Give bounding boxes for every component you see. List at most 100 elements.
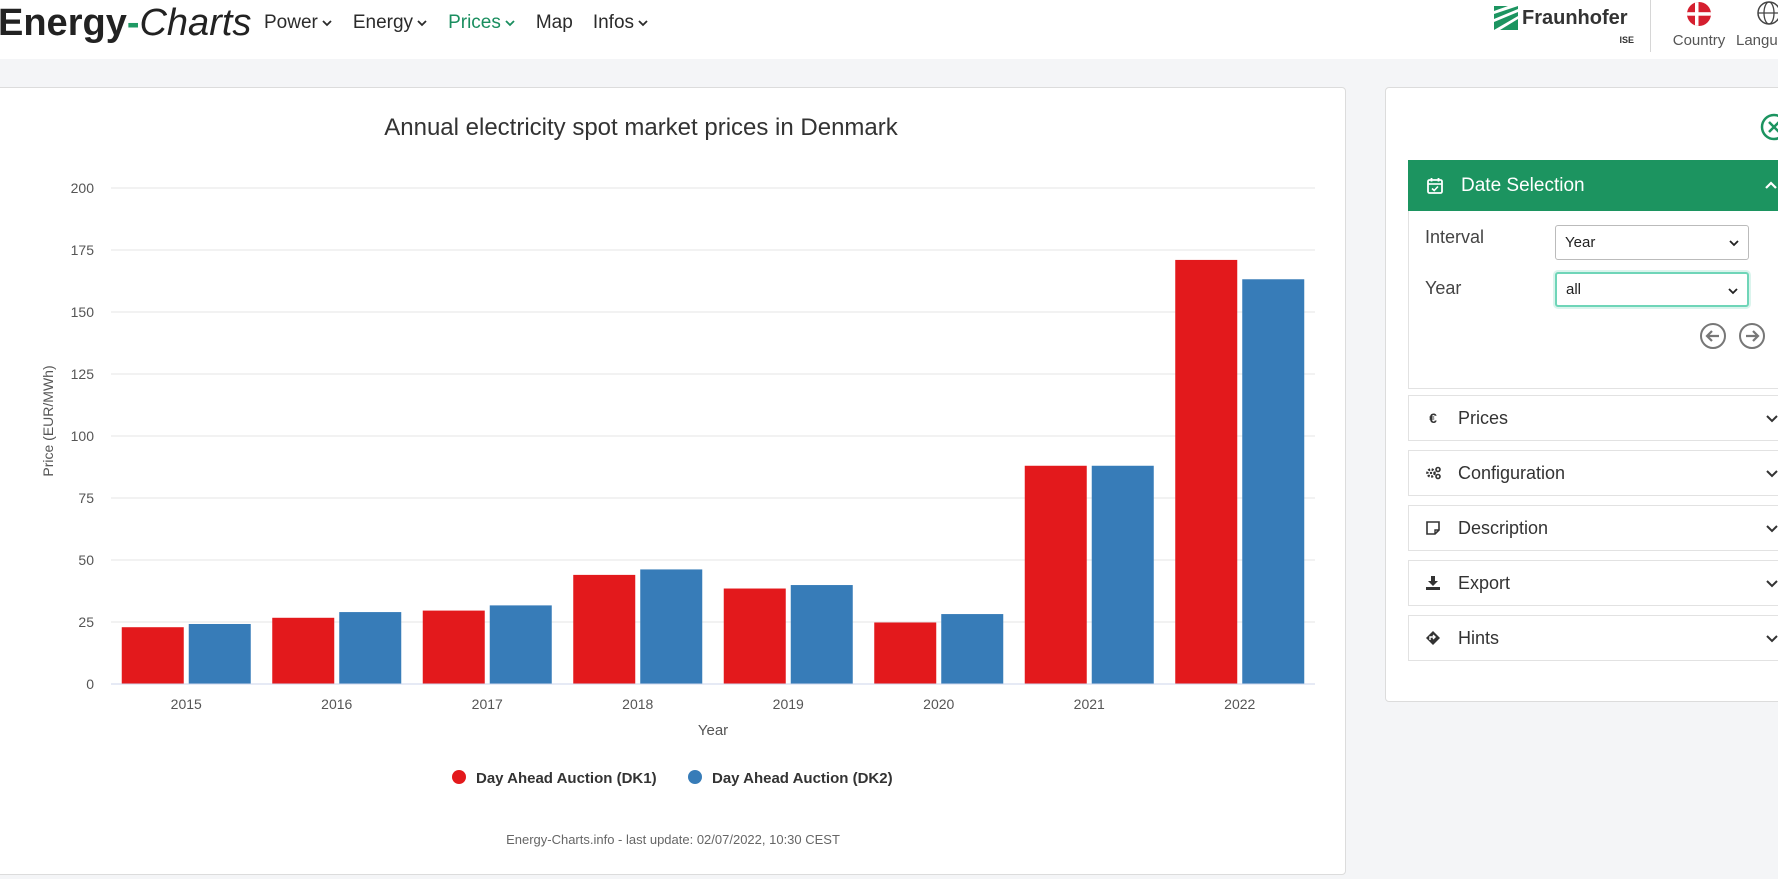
x-axis-label: Year <box>698 722 728 739</box>
interval-select-value: Year <box>1565 234 1596 251</box>
chevron-down-icon <box>505 20 515 27</box>
bar-dk1-2017[interactable] <box>422 610 485 684</box>
top-navigation-bar: Energy-Charts Power Energy Prices Map In… <box>0 0 1778 59</box>
bar-dk2-2022[interactable] <box>1242 279 1305 684</box>
fraunhofer-name: Fraunhofer <box>1522 7 1628 29</box>
y-tick-label: 200 <box>71 180 95 196</box>
y-axis-label: Price (EUR/MWh) <box>40 365 56 476</box>
y-tick-label: 50 <box>78 552 94 568</box>
date-selection-header[interactable]: Date Selection <box>1408 160 1778 211</box>
chevron-down-icon <box>1766 635 1778 643</box>
legend-marker-dk2 <box>688 770 702 784</box>
nav-power[interactable]: Power <box>264 12 333 34</box>
nav-power-label: Power <box>264 12 318 33</box>
accordion-description[interactable]: Description <box>1408 505 1778 551</box>
gears-icon <box>1426 466 1441 480</box>
diamond-arrow-icon <box>1426 631 1440 645</box>
country-selector[interactable]: Country <box>1668 0 1730 49</box>
date-selection-body: Interval Year Year all <box>1408 211 1778 389</box>
nav-infos[interactable]: Infos <box>593 12 649 34</box>
settings-panel: Date Selection Interval Year Year all € … <box>1385 87 1778 702</box>
nav-energy[interactable]: Energy <box>353 12 428 34</box>
nav-infos-label: Infos <box>592 12 635 33</box>
fraunhofer-sub: ISE <box>1619 35 1634 45</box>
bar-dk1-2020[interactable] <box>874 622 937 684</box>
chevron-down-icon <box>1766 525 1778 533</box>
fraunhofer-logo[interactable]: Fraunhofer ISE <box>1494 4 1634 48</box>
bar-dk1-2021[interactable] <box>1024 465 1087 684</box>
main-nav: Power Energy Prices Map Infos <box>264 12 649 34</box>
y-tick-label: 0 <box>86 676 94 692</box>
next-arrow-icon[interactable] <box>1738 322 1766 350</box>
bar-dk2-2020[interactable] <box>941 614 1004 684</box>
chevron-down-icon <box>638 20 648 27</box>
accordion-configuration-label: Configuration <box>1458 462 1566 483</box>
logo-dash: - <box>126 2 140 44</box>
accordion-prices-label: Prices <box>1458 407 1509 428</box>
euro-icon: € <box>1429 410 1437 426</box>
year-select-value: all <box>1566 281 1582 298</box>
year-label: Year <box>1425 278 1462 298</box>
bar-dk2-2016[interactable] <box>339 612 402 684</box>
y-axis-ticks: 0 25 50 75 100 125 150 175 200 <box>71 180 95 692</box>
bar-dk2-2015[interactable] <box>188 623 251 684</box>
bar-dk2-2018[interactable] <box>640 569 703 684</box>
accordion-export[interactable]: Export <box>1408 560 1778 606</box>
legend-item-dk2[interactable]: Day Ahead Auction (DK2) <box>688 770 893 787</box>
chart-credits[interactable]: Energy-Charts.info - last update: 02/07/… <box>506 832 840 847</box>
nav-prices[interactable]: Prices <box>448 12 516 34</box>
y-tick-label: 125 <box>71 366 95 382</box>
chart-card: 0 25 50 75 100 125 150 175 200 2015 2016 2017 2018 2… <box>0 87 1346 875</box>
bar-dk2-2019[interactable] <box>790 585 853 684</box>
x-tick-label: 2022 <box>1224 696 1255 712</box>
country-label: Country <box>1672 32 1726 49</box>
date-selection-title: Date Selection <box>1461 174 1585 196</box>
nav-energy-label: Energy <box>352 12 414 33</box>
bar-dk2-2021[interactable] <box>1091 465 1154 684</box>
bar-dk2-2017[interactable] <box>489 605 552 684</box>
legend-item-dk1[interactable]: Day Ahead Auction (DK1) <box>452 770 657 787</box>
chevron-down-icon <box>322 20 332 27</box>
logo-part-2: Charts <box>139 2 252 44</box>
accordion-hints-label: Hints <box>1458 627 1500 648</box>
x-tick-label: 2016 <box>321 696 352 712</box>
note-icon <box>1426 521 1440 535</box>
x-axis-ticks: 2015 2016 2017 2018 2019 2020 2021 2022 <box>171 696 1256 712</box>
legend-marker-dk1 <box>452 770 466 784</box>
accordion-prices[interactable]: € Prices <box>1408 395 1778 441</box>
legend-label-dk1: Day Ahead Auction (DK1) <box>476 770 657 787</box>
logo-part-1: Energy <box>0 2 127 44</box>
bar-dk1-2015[interactable] <box>121 627 184 684</box>
energy-charts-logo[interactable]: Energy-Charts <box>0 2 251 44</box>
previous-arrow-icon[interactable] <box>1699 322 1727 350</box>
denmark-flag-icon <box>1687 2 1711 26</box>
calendar-check-icon <box>1427 177 1443 194</box>
language-selector[interactable]: Langu <box>1736 0 1778 49</box>
interval-select[interactable]: Year <box>1555 225 1749 260</box>
accordion-description-label: Description <box>1458 517 1549 538</box>
accordion-configuration[interactable]: Configuration <box>1408 450 1778 496</box>
y-tick-label: 100 <box>71 428 95 444</box>
accordion-export-label: Export <box>1458 572 1511 593</box>
bar-dk1-2022[interactable] <box>1175 259 1238 684</box>
accordion-hints[interactable]: Hints <box>1408 615 1778 661</box>
chevron-down-icon <box>1766 470 1778 478</box>
y-tick-label: 75 <box>78 490 94 506</box>
chevron-down-icon <box>1766 580 1778 588</box>
chevron-down-icon <box>1728 288 1738 295</box>
bar-dk1-2016[interactable] <box>272 617 335 684</box>
close-circle-icon[interactable] <box>1759 112 1778 142</box>
interval-label: Interval <box>1425 227 1485 247</box>
x-tick-label: 2017 <box>472 696 503 712</box>
x-tick-label: 2020 <box>923 696 954 712</box>
language-label: Langu <box>1736 32 1778 49</box>
chart-title: Annual electricity spot market prices in… <box>384 114 899 141</box>
x-tick-label: 2021 <box>1074 696 1105 712</box>
nav-map[interactable]: Map <box>536 12 573 34</box>
year-select[interactable]: all <box>1555 272 1749 307</box>
fraunhofer-mark-icon <box>1494 6 1518 30</box>
y-tick-label: 25 <box>78 614 94 630</box>
bar-dk1-2018[interactable] <box>573 574 636 684</box>
bar-dk1-2019[interactable] <box>723 588 786 684</box>
legend: Day Ahead Auction (DK1) Day Ahead Auctio… <box>452 770 893 787</box>
